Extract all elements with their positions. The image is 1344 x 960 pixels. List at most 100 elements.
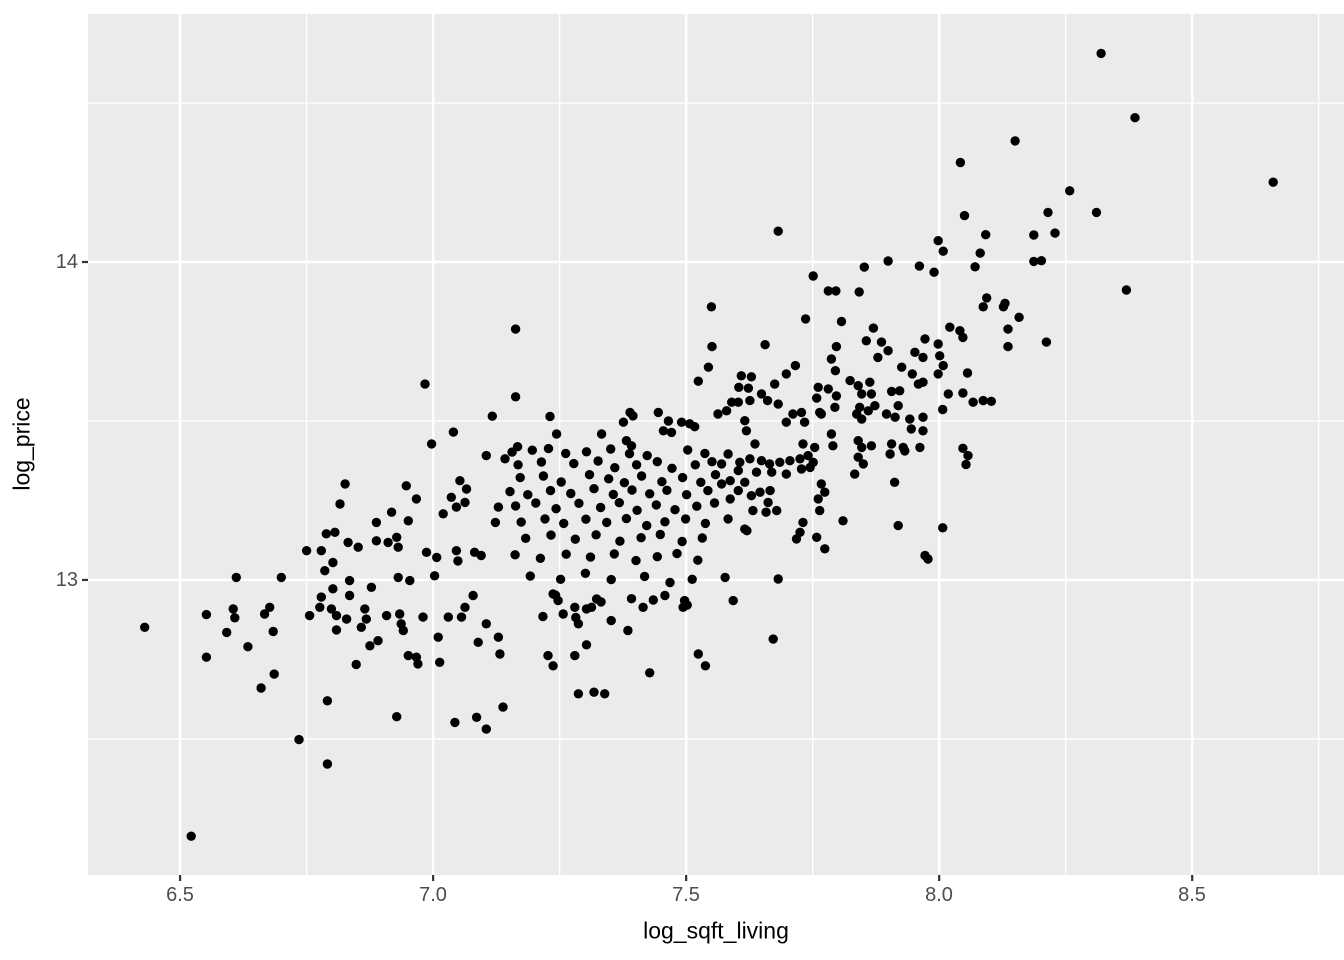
scatter-point: [521, 533, 531, 543]
scatter-point: [962, 368, 973, 378]
scatter-point: [621, 513, 632, 524]
scatter-point: [850, 469, 860, 479]
scatter-point: [770, 379, 780, 389]
axis-tick-marks: [82, 260, 1194, 881]
scatter-point: [868, 323, 879, 333]
scatter-point: [403, 650, 413, 661]
scatter-point: [798, 517, 808, 528]
scatter-point: [653, 407, 663, 418]
scatter-point: [765, 485, 775, 496]
scatter-point: [328, 584, 338, 594]
scatter-point: [703, 485, 713, 496]
scatter-point: [593, 456, 603, 466]
scatter-point: [510, 324, 521, 334]
scatter-point: [584, 470, 595, 480]
scatter-point: [353, 542, 363, 552]
scatter-point: [411, 494, 422, 504]
scatter-point: [344, 575, 355, 586]
scatter-point: [900, 446, 910, 456]
scatter-point: [1268, 177, 1278, 187]
scatter-point: [344, 590, 355, 601]
scatter-point: [523, 490, 533, 500]
scatter-point: [826, 354, 837, 364]
scatter-point: [507, 447, 517, 457]
scatter-point: [413, 659, 423, 669]
scatter-point: [723, 514, 733, 524]
scatter-point: [773, 226, 783, 236]
scatter-point: [796, 464, 807, 474]
scatter-point: [561, 549, 571, 559]
scatter-point: [975, 248, 985, 258]
scatter-point: [471, 712, 482, 722]
scatter-point: [805, 462, 815, 473]
scatter-point: [401, 481, 411, 491]
scatter-point: [740, 416, 750, 426]
scatter-point: [453, 556, 463, 566]
scatter-point: [638, 602, 648, 612]
scatter-point: [265, 602, 275, 612]
scatter-point: [418, 612, 428, 622]
scatter-point: [315, 602, 325, 612]
scatter-point: [830, 366, 841, 376]
scatter-point: [473, 637, 483, 647]
scatter-point: [589, 687, 599, 697]
scatter-point: [531, 498, 541, 508]
scatter-point: [958, 443, 968, 453]
scatter-point: [566, 488, 576, 499]
scatter-point: [710, 470, 721, 480]
scatter-point: [1014, 312, 1024, 322]
scatter-point: [830, 402, 840, 412]
scatter-point: [826, 429, 837, 439]
scatter-point: [395, 609, 405, 619]
scatter-point: [756, 389, 767, 399]
scatter-point: [405, 575, 415, 586]
scatter-point: [386, 507, 397, 517]
scatter-point: [316, 592, 326, 602]
scatter-point: [981, 230, 991, 240]
scatter-point: [538, 471, 549, 481]
scatter-point: [961, 459, 971, 470]
scatter-point: [460, 602, 470, 612]
scatter-point: [920, 550, 930, 561]
scatter-point: [918, 352, 928, 363]
scatter-point: [373, 636, 383, 646]
scatter-point: [581, 640, 592, 650]
scatter-point: [448, 427, 459, 437]
scatter-point: [750, 439, 760, 449]
scatter-point: [713, 409, 723, 419]
scatter-point: [527, 445, 537, 455]
scatter-point: [700, 448, 710, 459]
scatter-point: [581, 447, 592, 457]
scatter-point: [328, 557, 338, 568]
scatter-point: [1029, 230, 1039, 240]
scatter-point: [393, 542, 403, 552]
scatter-point: [1091, 207, 1102, 218]
scatter-point: [276, 572, 286, 583]
scatter-point: [481, 450, 491, 461]
scatter-point: [631, 555, 641, 566]
scatter-point: [585, 552, 596, 562]
scatter-point: [618, 417, 629, 427]
scatter-point: [632, 505, 642, 515]
scatter-point: [831, 286, 841, 296]
scatter-point: [371, 517, 382, 528]
scatter-point: [461, 484, 472, 494]
scatter-point: [723, 449, 733, 459]
scatter-point: [721, 406, 732, 416]
scatter-point: [433, 632, 443, 642]
scatter-point: [555, 574, 566, 584]
scatter-point: [421, 547, 432, 557]
scatter-point: [321, 529, 331, 539]
scatter-point: [692, 501, 702, 511]
scatter-point: [854, 287, 864, 297]
scatter-point: [451, 502, 462, 512]
scatter-point: [870, 401, 880, 411]
scatter-point: [595, 502, 606, 513]
scatter-point: [573, 689, 584, 699]
scatter-point: [468, 590, 478, 601]
scatter-point: [734, 382, 744, 392]
scatter-point: [606, 444, 616, 454]
scatter-point: [657, 477, 667, 487]
scatter-point: [943, 389, 953, 399]
scatter-point: [322, 696, 333, 706]
